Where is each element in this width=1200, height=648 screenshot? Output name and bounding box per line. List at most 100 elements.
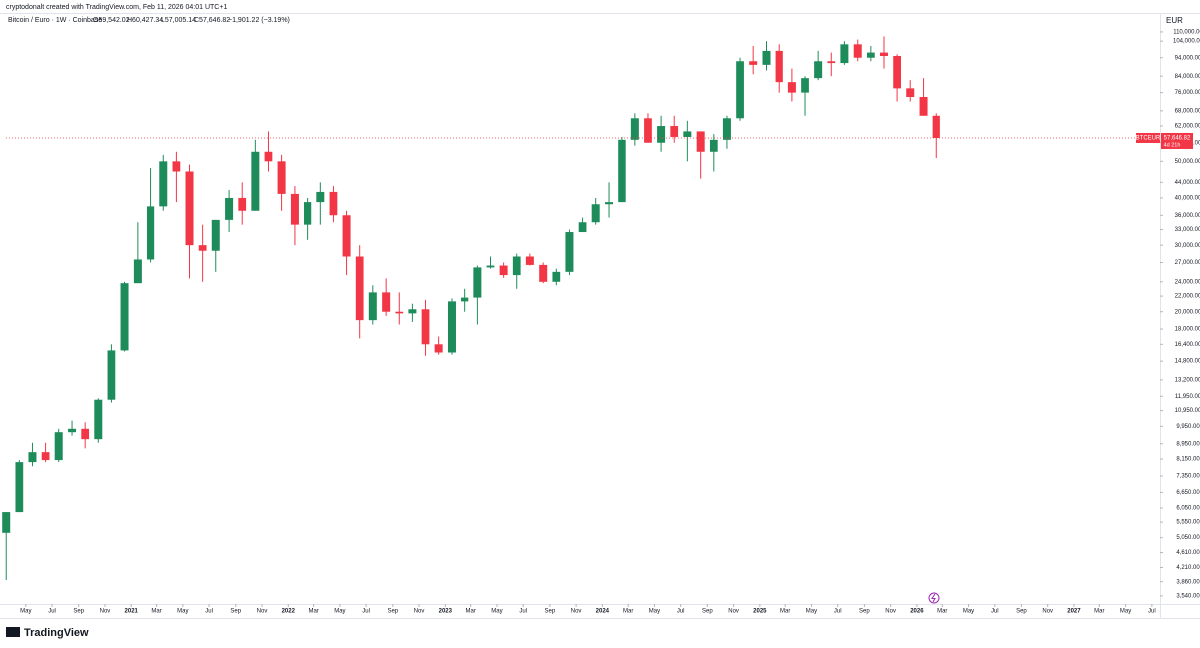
x-tick-label: 2021	[125, 609, 139, 615]
candle-body	[591, 204, 600, 223]
x-tick-label: May	[334, 609, 345, 615]
candle-body	[578, 222, 587, 233]
y-tick-label: 110,000.00	[1173, 30, 1200, 36]
candle-body	[251, 151, 260, 211]
y-tick-label: 94,000.00	[1175, 55, 1200, 61]
candle-body	[499, 265, 508, 276]
candle-body	[368, 292, 377, 321]
candle-body	[552, 271, 561, 282]
x-tick-label: Jul	[48, 609, 56, 615]
change: −1,901.22 (−3.19%)	[228, 17, 290, 24]
x-tick-label: Sep	[702, 609, 713, 615]
x-tick-label: Jul	[205, 609, 213, 615]
event-icon[interactable]	[928, 592, 940, 604]
candle-body	[316, 191, 325, 203]
candle-body	[211, 219, 220, 251]
candle-body	[840, 44, 849, 64]
candle-body	[827, 61, 836, 64]
x-tick-label: Mar	[308, 609, 318, 615]
y-tick-label: 30,000.00	[1175, 243, 1200, 249]
y-tick-label: 6,050.00	[1176, 506, 1200, 512]
candle-body	[657, 126, 666, 143]
candle-body	[342, 215, 351, 257]
candle-body	[486, 265, 495, 268]
candle-body	[512, 256, 521, 276]
candle-body	[630, 118, 639, 140]
credit: cryptodonalt created with TradingView.co…	[6, 4, 227, 11]
x-tick-label: Jul	[677, 609, 685, 615]
candle-body	[120, 283, 129, 351]
y-tick-label: 7,350.00	[1176, 474, 1200, 480]
x-tick-label: Mar	[466, 609, 476, 615]
logo-mark	[6, 627, 20, 637]
candle-body	[762, 50, 771, 65]
y-tick-label: 84,000.00	[1175, 74, 1200, 80]
y-tick-label: 5,550.00	[1176, 520, 1200, 526]
candle-body	[304, 202, 312, 225]
candle-body	[736, 61, 744, 119]
candle-body	[225, 197, 234, 220]
candle-body	[290, 193, 299, 225]
candle-body	[879, 52, 888, 56]
candle-body	[525, 256, 534, 265]
candle-body	[473, 267, 482, 298]
candle-body	[81, 428, 90, 440]
x-tick-label: May	[1120, 609, 1131, 615]
candle-body	[618, 139, 626, 203]
event-icon-bolt	[931, 593, 936, 603]
y-tick-label: 8,150.00	[1176, 457, 1200, 463]
candle-body	[539, 264, 548, 282]
y-tick-label: 27,000.00	[1175, 260, 1200, 266]
candle-body	[893, 55, 901, 89]
candle-body	[932, 115, 940, 138]
ohlc-low: L57,005.14	[161, 17, 196, 24]
candle-body	[68, 428, 77, 433]
ohlc-open: O59,542.02	[93, 17, 130, 24]
symbol-tag	[1136, 132, 1160, 143]
y-tick-label: 3,540.00	[1176, 594, 1200, 600]
y-tick-label: 4,610.00	[1176, 550, 1200, 556]
x-tick-label: 2024	[596, 609, 610, 615]
y-tick-label: 11,950.00	[1175, 394, 1200, 400]
candle-body	[15, 462, 24, 513]
y-tick-label: 16,400.00	[1175, 342, 1200, 348]
y-tick-label: 33,000.00	[1175, 227, 1200, 233]
y-tick-label: 36,000.00	[1175, 213, 1200, 219]
symbol-tag-label: BTCEUR	[1136, 136, 1161, 142]
x-tick-label: Mar	[780, 609, 790, 615]
x-tick-label: 2025	[753, 609, 767, 615]
y-tick-label: 50,000.00	[1175, 159, 1200, 165]
y-tick-label: 14,800.00	[1175, 359, 1200, 365]
candle-body	[434, 344, 443, 353]
x-tick-label: Nov	[1042, 609, 1053, 615]
candle-body	[853, 44, 862, 58]
candle-body	[238, 197, 247, 211]
candle-body	[382, 292, 391, 312]
candle-body	[709, 139, 718, 152]
candle-body	[41, 452, 50, 461]
logo-text: TradingView	[24, 627, 89, 639]
x-tick-label: 2026	[910, 609, 924, 615]
x-tick-label: May	[177, 609, 188, 615]
candle-body	[814, 61, 823, 79]
y-tick-label: 104,000.00	[1173, 39, 1200, 45]
candle-body	[696, 131, 705, 152]
candle-body	[787, 82, 796, 93]
x-tick-label: Jul	[991, 609, 999, 615]
candle-body	[421, 309, 430, 345]
x-tick-label: May	[963, 609, 974, 615]
candle-body	[159, 161, 168, 207]
x-tick-label: Jul	[362, 609, 370, 615]
candle-body	[866, 52, 875, 58]
y-tick-label: 13,200.00	[1175, 377, 1200, 383]
x-tick-label: Sep	[73, 609, 84, 615]
candle-body	[906, 88, 915, 97]
candle-body	[264, 151, 273, 162]
candle-body	[185, 171, 194, 246]
x-tick-label: Nov	[728, 609, 739, 615]
y-tick-label: 62,000.00	[1175, 124, 1200, 130]
x-tick-label: Nov	[571, 609, 582, 615]
